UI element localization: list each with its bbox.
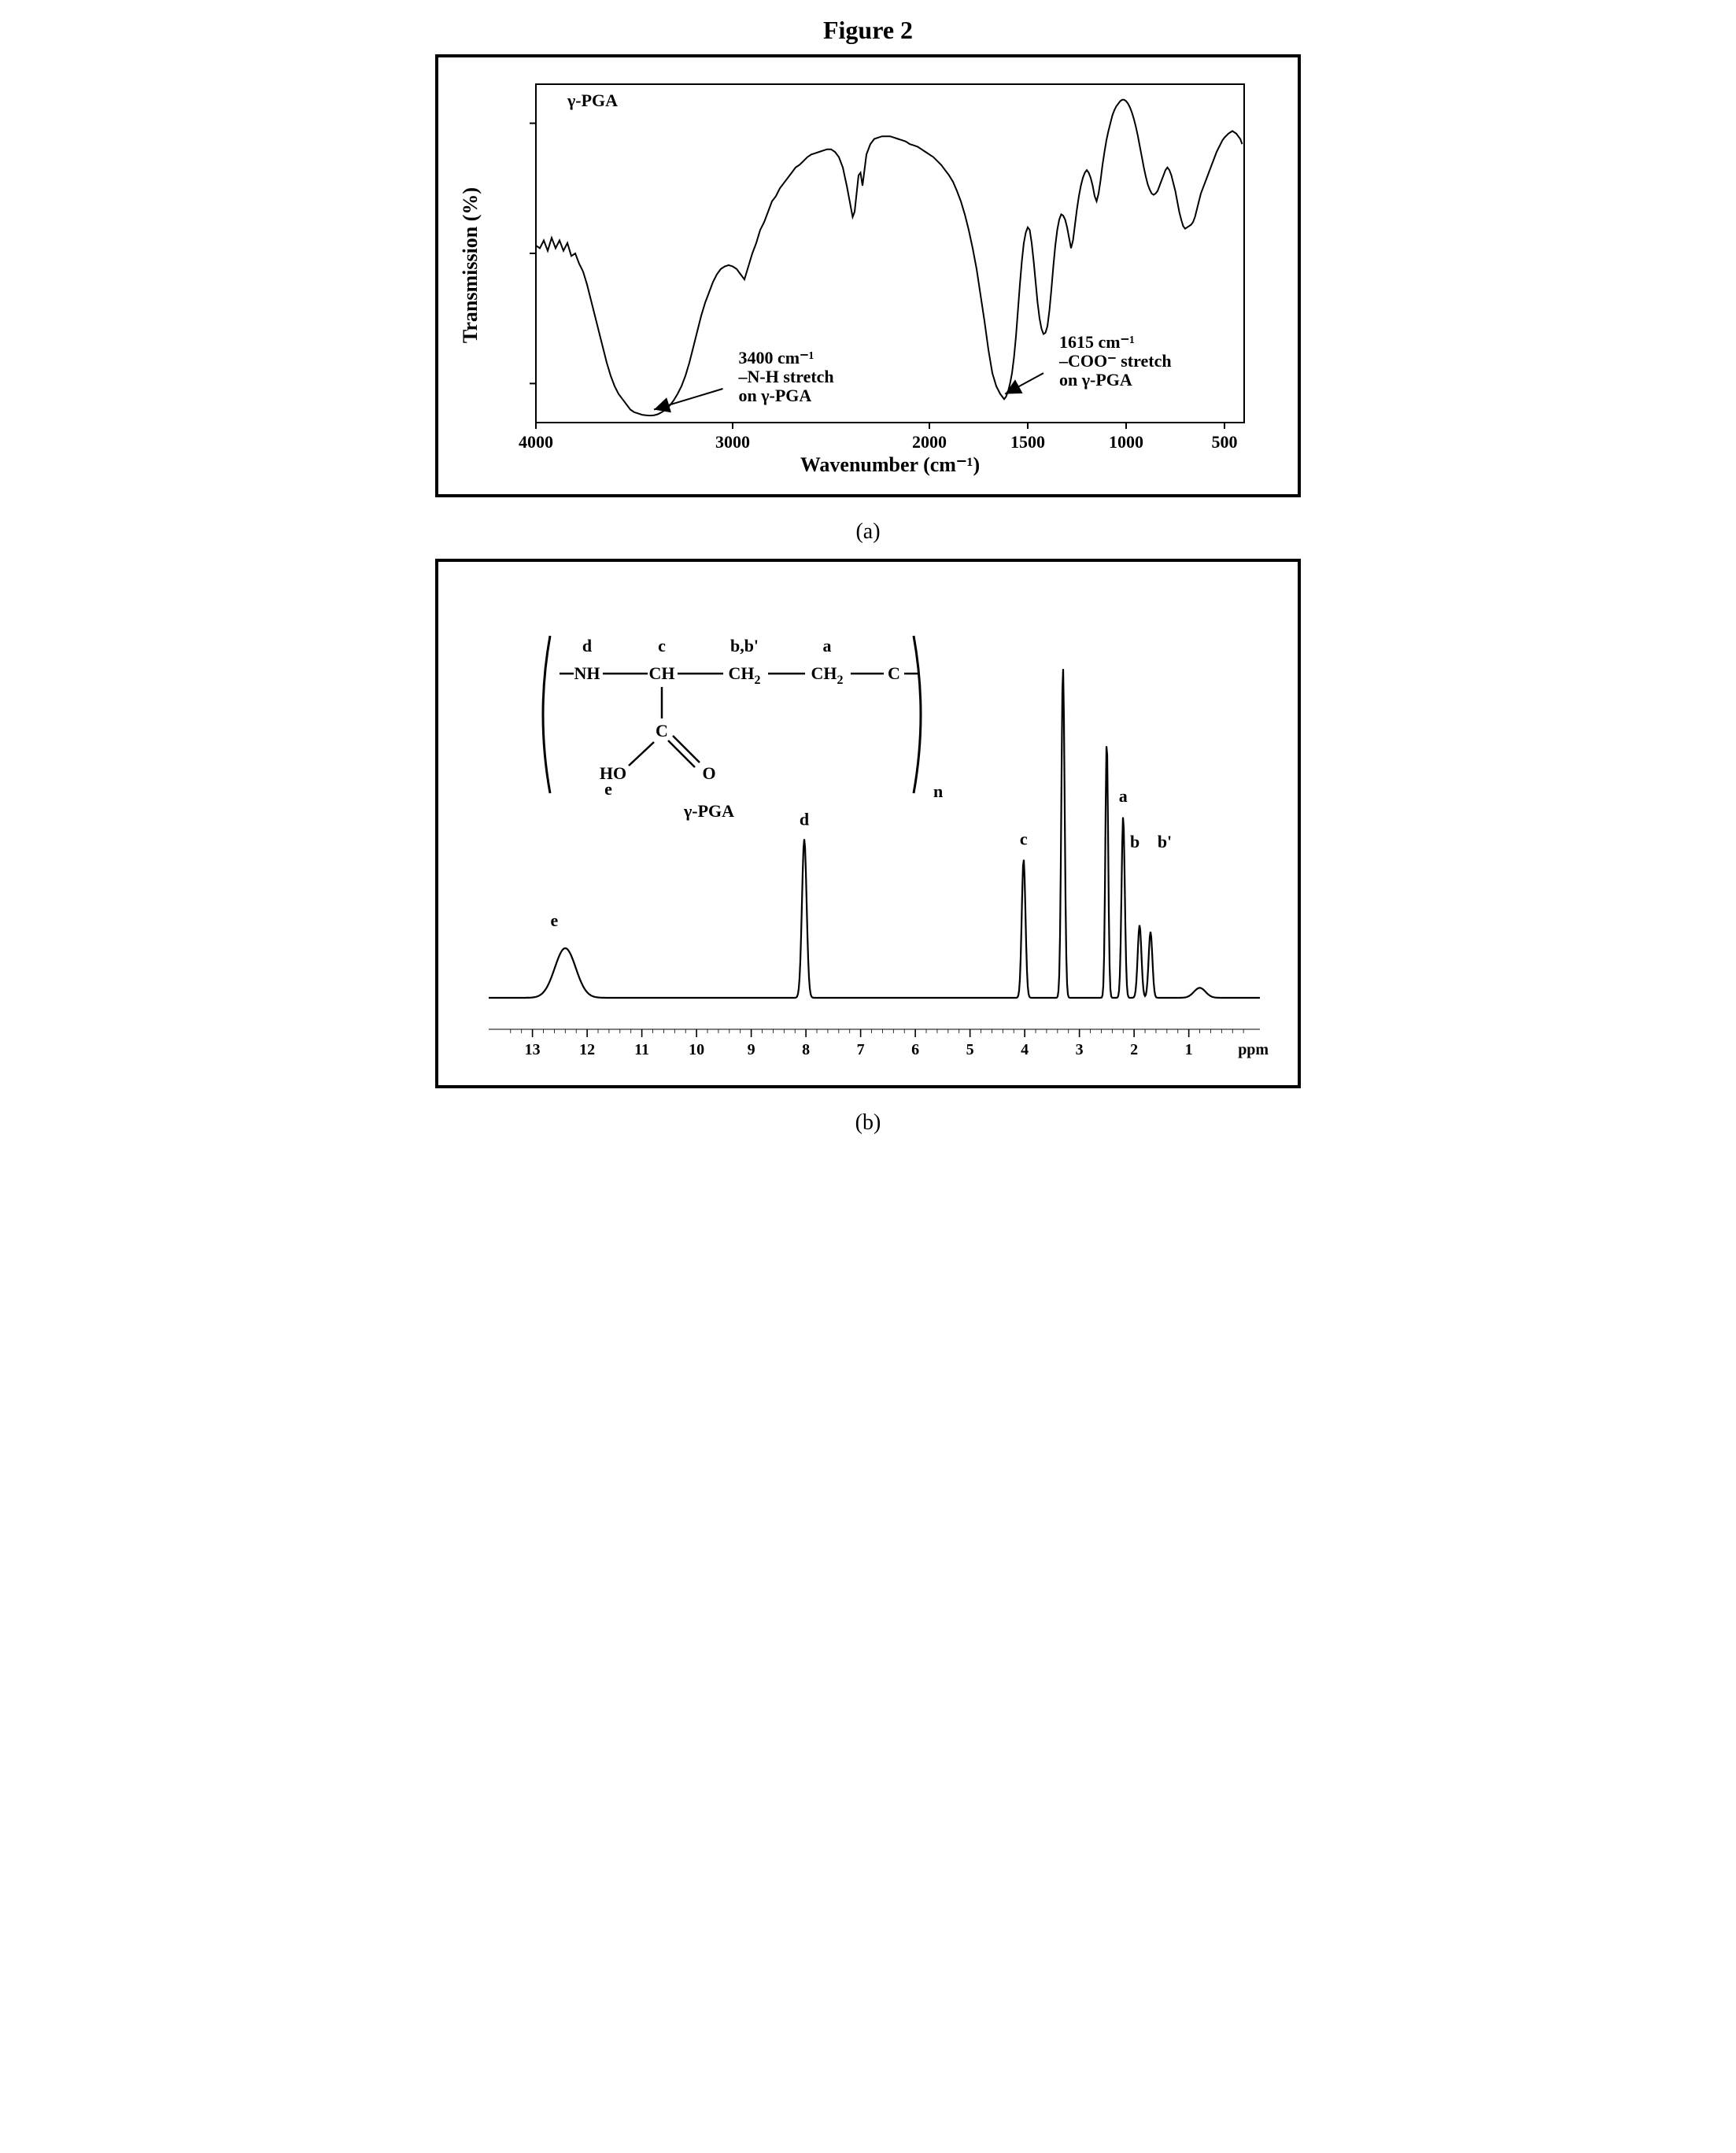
svg-text:12: 12 — [579, 1041, 595, 1058]
svg-text:NH: NH — [574, 663, 600, 683]
svg-text:3000: 3000 — [715, 432, 750, 452]
nmr-peak-label-d: d — [800, 809, 809, 829]
ir-spectrum-chart: 859095 40003000200015001000500 Transmiss… — [449, 68, 1284, 486]
svg-text:C: C — [656, 721, 668, 740]
svg-text:4000: 4000 — [519, 432, 553, 452]
svg-text:–N-H stretch: –N-H stretch — [738, 367, 834, 386]
svg-text:on γ-PGA: on γ-PGA — [1059, 370, 1132, 390]
x-axis-label: Wavenumber (cm⁻¹) — [800, 453, 980, 476]
svg-text:O: O — [702, 763, 715, 783]
svg-text:3400 cm⁻¹: 3400 cm⁻¹ — [739, 348, 814, 367]
svg-text:9: 9 — [748, 1041, 755, 1058]
svg-text:500: 500 — [1212, 432, 1238, 452]
svg-text:8: 8 — [802, 1041, 810, 1058]
panel-a: 859095 40003000200015001000500 Transmiss… — [435, 54, 1301, 497]
svg-text:10: 10 — [689, 1041, 704, 1058]
nmr-peak-label-b: b — [1130, 832, 1139, 851]
svg-text:3: 3 — [1076, 1041, 1084, 1058]
y-axis-label: Transmission (%) — [459, 187, 482, 343]
svg-text:–COO⁻ stretch: –COO⁻ stretch — [1058, 351, 1172, 371]
svg-text:on γ-PGA: on γ-PGA — [739, 386, 812, 405]
svg-text:4: 4 — [1021, 1041, 1029, 1058]
svg-text:6: 6 — [911, 1041, 919, 1058]
nmr-peak-label-b': b' — [1158, 832, 1172, 851]
svg-text:1: 1 — [1185, 1041, 1193, 1058]
proton-label-d: d — [582, 636, 592, 656]
svg-text:11: 11 — [634, 1041, 649, 1058]
svg-text:13: 13 — [525, 1041, 541, 1058]
x-axis-label: ppm — [1238, 1041, 1269, 1058]
series-label: γ-PGA — [567, 90, 618, 110]
nmr-peak-label-a: a — [1119, 786, 1128, 806]
svg-text:5: 5 — [966, 1041, 974, 1058]
svg-text:CH: CH — [649, 663, 675, 683]
svg-text:CH2: CH2 — [811, 663, 844, 687]
nmr-spectrum-chart: n d c b,b' a NH CH CH2 CH2 C — [449, 573, 1284, 1076]
figure-title: Figure 2 — [435, 16, 1301, 45]
proton-label-c: c — [658, 636, 666, 656]
svg-text:1500: 1500 — [1010, 432, 1045, 452]
nmr-peak-label-c: c — [1020, 829, 1028, 849]
svg-text:2000: 2000 — [912, 432, 947, 452]
svg-text:C: C — [888, 663, 900, 683]
svg-text:n: n — [933, 781, 943, 801]
proton-label-a: a — [823, 636, 832, 656]
svg-text:CH2: CH2 — [729, 663, 761, 687]
chemical-structure: n d c b,b' a NH CH CH2 CH2 C — [543, 636, 943, 821]
subcaption-a: (a) — [435, 519, 1301, 545]
svg-text:HO: HO — [600, 763, 626, 783]
proton-label-bb: b,b' — [730, 636, 759, 656]
svg-text:7: 7 — [857, 1041, 865, 1058]
svg-text:2: 2 — [1130, 1041, 1138, 1058]
svg-text:1615 cm⁻¹: 1615 cm⁻¹ — [1059, 332, 1135, 352]
proton-label-e: e — [604, 779, 612, 799]
compound-name: γ-PGA — [683, 801, 734, 821]
subcaption-b: (b) — [435, 1110, 1301, 1136]
panel-b: n d c b,b' a NH CH CH2 CH2 C — [435, 559, 1301, 1088]
nmr-peak-label-e: e — [551, 910, 559, 930]
svg-text:1000: 1000 — [1109, 432, 1143, 452]
